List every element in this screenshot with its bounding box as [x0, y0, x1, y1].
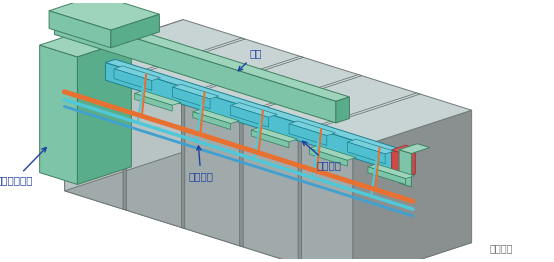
Polygon shape — [65, 58, 353, 262]
Polygon shape — [54, 13, 336, 123]
Polygon shape — [392, 150, 402, 170]
Polygon shape — [230, 105, 269, 127]
Polygon shape — [123, 38, 245, 78]
Polygon shape — [347, 142, 385, 164]
Polygon shape — [172, 87, 210, 109]
Polygon shape — [251, 127, 297, 142]
Polygon shape — [40, 28, 131, 57]
Text: 供回水管: 供回水管 — [188, 146, 213, 181]
Polygon shape — [298, 93, 420, 133]
Polygon shape — [193, 109, 239, 124]
Polygon shape — [240, 75, 362, 114]
Polygon shape — [40, 45, 78, 184]
Polygon shape — [230, 103, 277, 117]
Polygon shape — [353, 110, 471, 262]
Polygon shape — [310, 149, 347, 166]
Polygon shape — [310, 146, 356, 160]
Polygon shape — [65, 20, 471, 149]
Polygon shape — [401, 148, 416, 178]
Polygon shape — [347, 139, 394, 154]
Polygon shape — [368, 167, 406, 184]
Text: 风管: 风管 — [238, 48, 263, 71]
Polygon shape — [392, 150, 401, 178]
Polygon shape — [65, 20, 183, 191]
Text: 暖通南社: 暖通南社 — [489, 243, 513, 253]
Polygon shape — [336, 97, 350, 123]
Polygon shape — [172, 84, 219, 99]
Polygon shape — [114, 69, 152, 90]
Polygon shape — [181, 95, 185, 228]
Polygon shape — [105, 59, 402, 153]
Polygon shape — [251, 130, 289, 148]
Text: 空气处理机组: 空气处理机组 — [0, 148, 46, 186]
Polygon shape — [114, 66, 161, 81]
Text: 风机盘管: 风机盘管 — [302, 141, 342, 170]
Polygon shape — [65, 152, 471, 262]
Polygon shape — [111, 14, 160, 48]
Polygon shape — [49, 0, 160, 30]
Polygon shape — [289, 121, 335, 136]
Polygon shape — [135, 91, 181, 105]
Polygon shape — [123, 77, 126, 210]
Polygon shape — [135, 94, 172, 111]
Polygon shape — [298, 132, 301, 262]
Polygon shape — [289, 124, 327, 145]
Polygon shape — [240, 113, 243, 247]
Polygon shape — [54, 8, 350, 101]
Polygon shape — [49, 11, 111, 48]
Polygon shape — [368, 164, 414, 179]
Polygon shape — [193, 112, 230, 129]
Polygon shape — [105, 63, 392, 170]
Polygon shape — [392, 145, 416, 153]
Polygon shape — [399, 144, 430, 154]
Polygon shape — [399, 150, 412, 187]
Polygon shape — [181, 56, 304, 96]
Polygon shape — [78, 39, 131, 184]
